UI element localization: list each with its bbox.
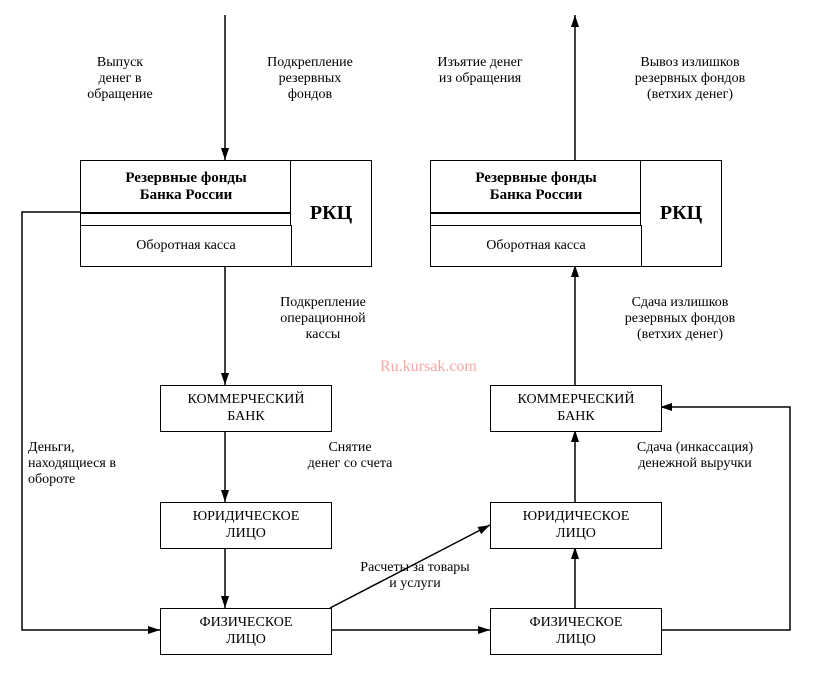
rkc-right-kassa: Оборотная касса bbox=[430, 225, 642, 267]
node-yur-l: ЮРИДИЧЕСКОЕ ЛИЦО bbox=[160, 502, 332, 549]
rkc-left-kassa: Оборотная касса bbox=[80, 225, 292, 267]
arrowhead-left_bank_to_yur bbox=[221, 490, 229, 502]
label-sdacha-ink: Сдача (инкассация) денежной выручки bbox=[600, 440, 790, 472]
label-izyatie: Изъятие денег из обращения bbox=[410, 55, 550, 87]
label-vypusk: Выпуск денег в обращение bbox=[60, 55, 180, 103]
node-fiz-r: ФИЗИЧЕСКОЕ ЛИЦО bbox=[490, 608, 662, 655]
node-fiz-l: ФИЗИЧЕСКОЕ ЛИЦО bbox=[160, 608, 332, 655]
arrow-long_left bbox=[22, 212, 160, 630]
rkc-left-reserve: Резервные фонды Банка России bbox=[80, 160, 292, 214]
rkc-right-divider bbox=[430, 212, 640, 226]
rkc-right-reserve: Резервные фонды Банка России bbox=[430, 160, 642, 214]
arrowhead-in_top_left bbox=[221, 148, 229, 160]
arrowhead-left_yur_to_fiz bbox=[221, 596, 229, 608]
arrowhead-long_left bbox=[148, 626, 160, 634]
arrowhead-left_fiz_to_right_fiz bbox=[478, 626, 490, 634]
label-sdacha-izl: Сдача излишков резервных фондов (ветхих … bbox=[590, 295, 770, 343]
rkc-left-rkc: РКЦ bbox=[290, 160, 372, 267]
label-podkrep-oper: Подкрепление операционной кассы bbox=[248, 295, 398, 343]
node-komm-bank-l: КОММЕРЧЕСКИЙ БАНК bbox=[160, 385, 332, 432]
arrowhead-out_top_right bbox=[571, 15, 579, 27]
label-vyvoz: Вывоз излишков резервных фондов (ветхих … bbox=[600, 55, 780, 103]
rkc-right-rkc: РКЦ bbox=[640, 160, 722, 267]
arrowhead-left_fiz_to_right_yur bbox=[478, 525, 490, 534]
arrowhead-left_kassa_to_bank bbox=[221, 373, 229, 385]
rkc-left-divider bbox=[80, 212, 290, 226]
node-yur-r: ЮРИДИЧЕСКОЕ ЛИЦО bbox=[490, 502, 662, 549]
node-komm-bank-r: КОММЕРЧЕСКИЙ БАНК bbox=[490, 385, 662, 432]
label-snyatie: Снятие денег со счета bbox=[275, 440, 425, 472]
label-podkrep-rez: Подкрепление резервных фондов bbox=[235, 55, 385, 103]
label-raschety: Расчеты за товары и услуги bbox=[320, 560, 510, 592]
label-dengi-obor: Деньги, находящиеся в обороте bbox=[28, 440, 158, 488]
